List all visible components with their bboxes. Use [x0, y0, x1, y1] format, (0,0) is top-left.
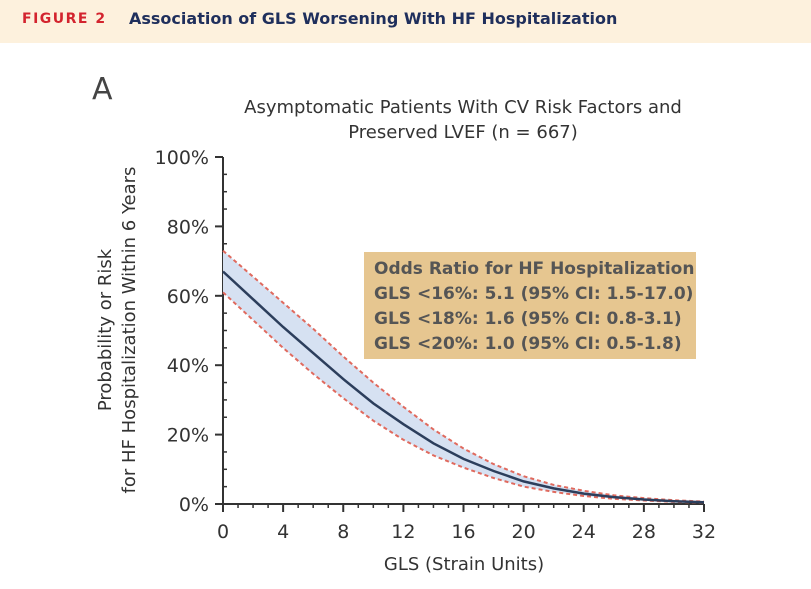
- y-tick-label: 20%: [167, 425, 209, 447]
- lower-ci-line: [222, 291, 705, 504]
- y-axis-label-line-2: for HF Hospitalization Within 6 Years: [119, 167, 140, 494]
- chart-title-line-2: Preserved LVEF (n = 667): [348, 122, 578, 143]
- y-tick-label: 80%: [167, 216, 209, 238]
- figure-title: Association of GLS Worsening With HF Hos…: [129, 9, 618, 28]
- x-tick-label: 16: [451, 521, 475, 543]
- x-tick-label: 24: [572, 521, 596, 543]
- x-tick-label: 20: [512, 521, 536, 543]
- x-tick-label: 0: [217, 521, 229, 543]
- risk-estimate-line: [222, 270, 705, 504]
- y-tick-label: 0%: [179, 494, 209, 516]
- figure-banner: FIGURE 2 Association of GLS Worsening Wi…: [0, 0, 811, 43]
- y-axis-label: Probability or Risk for HF Hospitalizati…: [95, 167, 140, 494]
- x-tick-label: 4: [277, 521, 289, 543]
- odds-ratio-line-2: GLS <18%: 1.6 (95% CI: 0.8-3.1): [374, 309, 682, 329]
- y-tick-label: 40%: [167, 355, 209, 377]
- chart-title-line-1: Asymptomatic Patients With CV Risk Facto…: [244, 97, 682, 118]
- plot-area: [222, 249, 705, 504]
- odds-ratio-line-3: GLS <20%: 1.0 (95% CI: 0.5-1.8): [374, 334, 682, 354]
- odds-ratio-line-1: GLS <16%: 5.1 (95% CI: 1.5-17.0): [374, 284, 693, 304]
- panel-letter: A: [92, 72, 113, 107]
- confidence-band: [223, 250, 704, 503]
- odds-ratio-box: Odds Ratio for HF Hospitalization GLS <1…: [364, 252, 696, 359]
- x-tick-label: 12: [391, 521, 415, 543]
- x-tick-label: 8: [337, 521, 349, 543]
- axes: 0% 20% 40% 60% 80% 100% 0 4 8 12 16 20 24 28 32: [155, 147, 716, 543]
- x-axis-label: GLS (Strain Units): [384, 554, 544, 575]
- upper-ci-line: [222, 249, 705, 503]
- x-tick-label: 28: [632, 521, 656, 543]
- y-tick-label: 100%: [155, 147, 209, 169]
- odds-ratio-box-background: [364, 252, 696, 359]
- y-tick-label: 60%: [167, 286, 209, 308]
- x-tick-label: 32: [692, 521, 716, 543]
- odds-ratio-title: Odds Ratio for HF Hospitalization: [374, 259, 694, 279]
- figure-label: FIGURE 2: [22, 11, 107, 27]
- y-axis-label-line-1: Probability or Risk: [95, 248, 116, 411]
